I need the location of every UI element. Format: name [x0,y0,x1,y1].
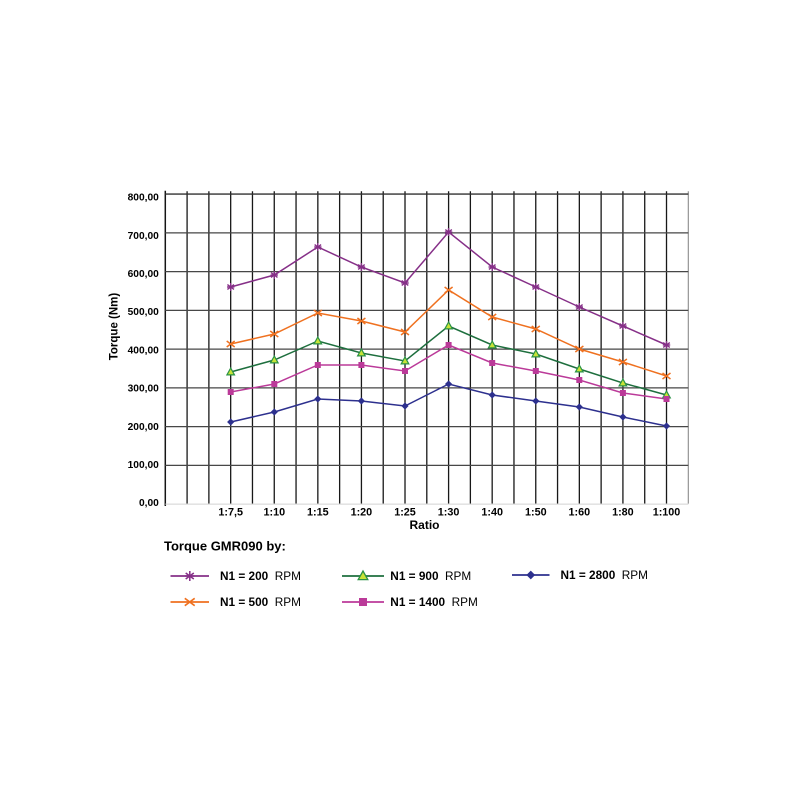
svg-text:1:20: 1:20 [351,507,373,519]
svg-text:1:60: 1:60 [568,507,590,519]
svg-text:Ratio: Ratio [410,518,440,532]
svg-text:0,00: 0,00 [139,498,159,509]
svg-text:1:15: 1:15 [307,507,329,519]
svg-text:200,00: 200,00 [128,422,159,433]
svg-text:Torque (Nm): Torque (Nm) [109,293,121,361]
svg-text:1:7,5: 1:7,5 [218,507,243,519]
svg-text:100,00: 100,00 [128,460,159,471]
svg-text:1:100: 1:100 [653,507,681,519]
svg-text:400,00: 400,00 [128,345,159,356]
svg-text:1:40: 1:40 [481,507,503,519]
svg-text:1:25: 1:25 [394,507,416,519]
svg-text:1:10: 1:10 [263,507,285,519]
svg-text:800,00: 800,00 [128,193,159,204]
svg-text:500,00: 500,00 [128,307,159,318]
svg-text:Torque GMR090 by:: Torque GMR090 by: [164,539,286,554]
svg-text:1:50: 1:50 [525,507,547,519]
svg-text:1:30: 1:30 [438,507,460,519]
svg-text:700,00: 700,00 [128,231,159,242]
svg-text:600,00: 600,00 [128,269,159,280]
svg-text:300,00: 300,00 [128,384,159,395]
svg-text:1:80: 1:80 [612,507,634,519]
